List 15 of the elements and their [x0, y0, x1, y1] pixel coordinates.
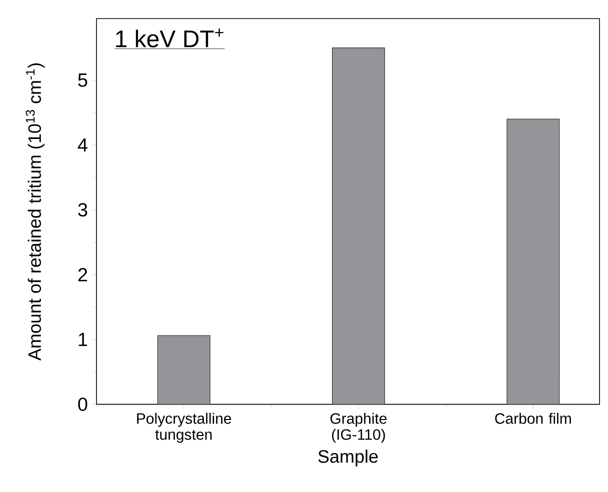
y-axis-title: Amount of retained tritium (10$^{13}$ cm$^{-1}$)	[26, 63, 45, 361]
y-tick-label: 0	[78, 398, 88, 412]
y-tick-label: 2	[78, 268, 88, 282]
bar	[506, 118, 560, 404]
y-tick-label: 3	[78, 203, 88, 217]
y-tick-label: 5	[78, 74, 88, 87]
x-tick-label: Polycrystalline tungsten	[137, 412, 232, 443]
bar	[332, 47, 385, 404]
chart-title: 1 keV DT$^{+}$	[116, 28, 224, 48]
x-tick-label: Carbon film	[495, 412, 571, 424]
y-tick-label: 4	[78, 138, 88, 152]
x-tick-label: Graphite (IG-110)	[330, 412, 387, 443]
y-tick-label: 1	[78, 332, 88, 346]
x-axis-title: Sample	[318, 450, 378, 466]
bar	[157, 335, 210, 404]
